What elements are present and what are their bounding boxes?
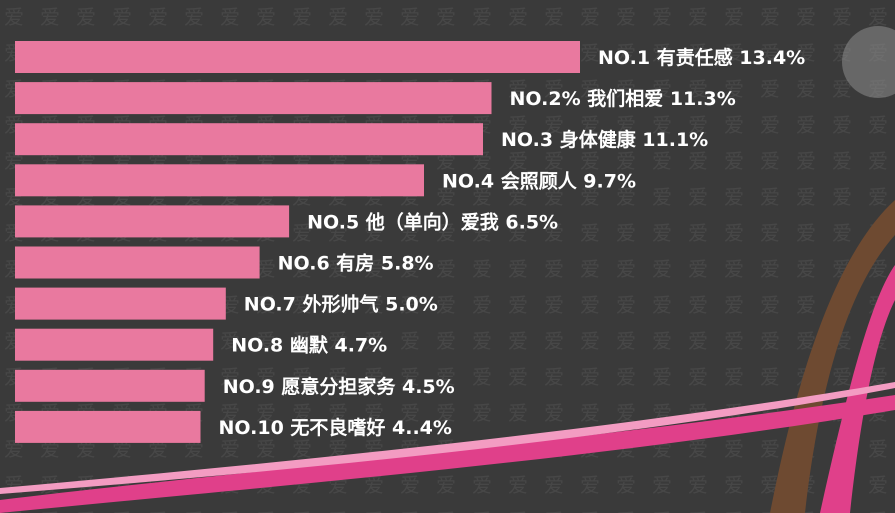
- bar-label-10: NO.10 无不良嗜好 4..4%: [219, 416, 452, 439]
- bar-label-3: NO.3 身体健康 11.1%: [501, 128, 708, 151]
- pink-swoosh-bottom: [0, 395, 895, 513]
- decorative-swooshes: [0, 26, 895, 513]
- bar-label-5: NO.5 他（单向）爱我 6.5%: [307, 210, 558, 233]
- bar-5: [15, 205, 290, 238]
- bar-label-4: NO.4 会照顾人 9.7%: [442, 169, 636, 192]
- bar-2: [15, 82, 492, 115]
- bar-1: [15, 41, 580, 73]
- decorative-circle: [842, 26, 895, 98]
- bar-label-1: NO.1 有责任感 13.4%: [598, 46, 805, 69]
- bar-8: [15, 328, 214, 361]
- bar-9: [15, 369, 205, 402]
- bar-label-7: NO.7 外形帅气 5.0%: [244, 293, 438, 316]
- bar-label-9: NO.9 愿意分担家务 4.5%: [223, 375, 455, 398]
- bar-label-6: NO.6 有房 5.8%: [278, 252, 434, 275]
- bar-3: [15, 123, 483, 156]
- bar-label-8: NO.8 幽默 4.7%: [231, 334, 387, 357]
- labels-group: NO.1 有责任感 13.4% NO.2% 我们相爱 11.3% NO.3 身体健康…: [219, 46, 806, 439]
- bar-10: [15, 410, 201, 443]
- bar-6: [15, 246, 260, 279]
- bars-group: [15, 41, 580, 443]
- bar-7: [15, 287, 226, 320]
- bar-label-2: NO.2% 我们相爱 11.3%: [510, 87, 736, 110]
- light-pink-swoosh: [0, 382, 895, 494]
- brown-swoosh: [770, 200, 895, 513]
- bar-4: [15, 164, 424, 197]
